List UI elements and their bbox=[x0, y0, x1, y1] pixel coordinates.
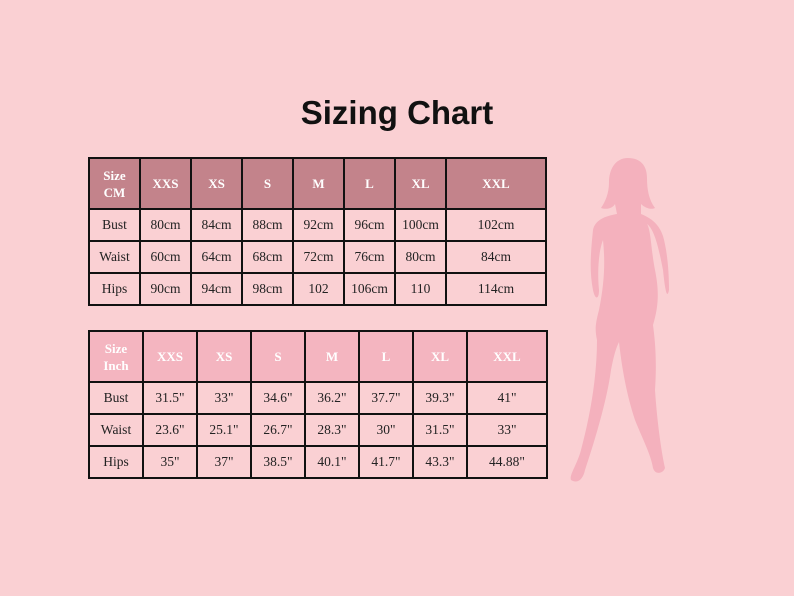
measurement: 110 bbox=[394, 272, 447, 306]
inch-table: Size Inch XXS XS S M L XL XXL Bust 31.5" 33" 34.6" 3… bbox=[88, 330, 548, 479]
row-label: Waist bbox=[88, 240, 141, 274]
measurement: 106cm bbox=[343, 272, 396, 306]
measurement: 41.7" bbox=[358, 445, 414, 479]
measurement: 100cm bbox=[394, 208, 447, 242]
measurement: 44.88" bbox=[466, 445, 548, 479]
measurement: 114cm bbox=[445, 272, 547, 306]
size-header: XL bbox=[412, 330, 468, 383]
measurement: 96cm bbox=[343, 208, 396, 242]
measurement: 88cm bbox=[241, 208, 294, 242]
table-body: Size Inch XXS XS S M L XL XXL Bust 31.5" 33" 34.6" 3… bbox=[88, 330, 548, 479]
size-header: L bbox=[358, 330, 414, 383]
size-header: XXL bbox=[466, 330, 548, 383]
row-label: Bust bbox=[88, 208, 141, 242]
measurement: 60cm bbox=[139, 240, 192, 274]
measurement: 31.5" bbox=[412, 413, 468, 447]
row-label: Hips bbox=[88, 272, 141, 306]
size-header: XL bbox=[394, 157, 447, 210]
measurement: 90cm bbox=[139, 272, 192, 306]
data-row: Hips 35" 37" 38.5" 40.1" 41.7" 43.3" 44.88" bbox=[88, 445, 548, 479]
measurement: 23.6" bbox=[142, 413, 198, 447]
measurement: 94cm bbox=[190, 272, 243, 306]
measurement: 34.6" bbox=[250, 381, 306, 415]
data-row: Waist 60cm 64cm 68cm 72cm 76cm 80cm 84cm bbox=[88, 240, 547, 274]
data-row: Hips 90cm 94cm 98cm 102 106cm 110 114cm bbox=[88, 272, 547, 306]
measurement: 28.3" bbox=[304, 413, 360, 447]
measurement: 40.1" bbox=[304, 445, 360, 479]
data-row: Waist 23.6" 25.1" 26.7" 28.3" 30" 31.5" 33" bbox=[88, 413, 548, 447]
measurement: 102 bbox=[292, 272, 345, 306]
measurement: 37.7" bbox=[358, 381, 414, 415]
measurement: 31.5" bbox=[142, 381, 198, 415]
size-header: L bbox=[343, 157, 396, 210]
measurement: 33" bbox=[196, 381, 252, 415]
measurement: 98cm bbox=[241, 272, 294, 306]
measurement: 41" bbox=[466, 381, 548, 415]
row-label: Hips bbox=[88, 445, 144, 479]
measurement: 68cm bbox=[241, 240, 294, 274]
size-header: XXL bbox=[445, 157, 547, 210]
measurement: 38.5" bbox=[250, 445, 306, 479]
row-label: Waist bbox=[88, 413, 144, 447]
measurement: 30" bbox=[358, 413, 414, 447]
corner-cell: Size Inch bbox=[88, 330, 144, 383]
size-header: M bbox=[304, 330, 360, 383]
measurement: 84cm bbox=[445, 240, 547, 274]
measurement: 33" bbox=[466, 413, 548, 447]
silhouette bbox=[570, 158, 669, 482]
row-label: Bust bbox=[88, 381, 144, 415]
data-row: Bust 80cm 84cm 88cm 92cm 96cm 100cm 102cm bbox=[88, 208, 547, 242]
table-body: Size CM XXS XS S M L XL XXL Bust 80cm 84cm 88cm 92cm… bbox=[88, 157, 547, 306]
measurement: 102cm bbox=[445, 208, 547, 242]
measurement: 80cm bbox=[139, 208, 192, 242]
size-header: XXS bbox=[142, 330, 198, 383]
size-header: XS bbox=[196, 330, 252, 383]
measurement: 35" bbox=[142, 445, 198, 479]
measurement: 76cm bbox=[343, 240, 396, 274]
measurement: 26.7" bbox=[250, 413, 306, 447]
measurement: 64cm bbox=[190, 240, 243, 274]
measurement: 84cm bbox=[190, 208, 243, 242]
measurement: 37" bbox=[196, 445, 252, 479]
size-header: M bbox=[292, 157, 345, 210]
silhouette-shape bbox=[570, 158, 669, 482]
size-header: XS bbox=[190, 157, 243, 210]
measurement: 92cm bbox=[292, 208, 345, 242]
measurement: 39.3" bbox=[412, 381, 468, 415]
measurement: 36.2" bbox=[304, 381, 360, 415]
title: Sizing Chart bbox=[300, 94, 494, 131]
size-header: S bbox=[250, 330, 306, 383]
data-row: Bust 31.5" 33" 34.6" 36.2" 37.7" 39.3" 41" bbox=[88, 381, 548, 415]
corner-cell: Size CM bbox=[88, 157, 141, 210]
header-row: Size CM XXS XS S M L XL XXL bbox=[88, 157, 547, 210]
measurement: 72cm bbox=[292, 240, 345, 274]
cm-table: Size CM XXS XS S M L XL XXL Bust 80cm 84cm 88cm 92cm… bbox=[88, 157, 547, 306]
measurement: 43.3" bbox=[412, 445, 468, 479]
measurement: 25.1" bbox=[196, 413, 252, 447]
header-row: Size Inch XXS XS S M L XL XXL bbox=[88, 330, 548, 383]
size-header: S bbox=[241, 157, 294, 210]
size-header: XXS bbox=[139, 157, 192, 210]
measurement: 80cm bbox=[394, 240, 447, 274]
